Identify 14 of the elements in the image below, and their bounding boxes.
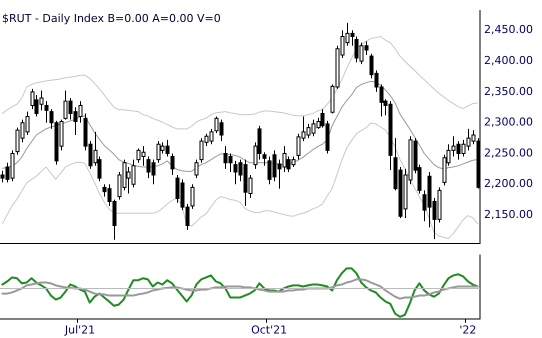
x-tick-label: Jul'21 xyxy=(64,323,96,336)
y-tick-label: 2,400.00 xyxy=(484,54,533,67)
candlestick xyxy=(170,152,174,176)
y-tick-label: 2,450.00 xyxy=(484,23,533,36)
y-tick-label: 2,150.00 xyxy=(484,208,533,221)
y-tick-label: 2,200.00 xyxy=(484,177,533,190)
x-tick-label: '22 xyxy=(459,323,476,336)
candlestick xyxy=(262,152,266,166)
candlestick xyxy=(44,100,48,124)
x-tick-label: Oct'21 xyxy=(251,323,288,336)
y-tick-label: 2,250.00 xyxy=(484,146,533,160)
chart-title: $RUT - Daily Index B=0.00 A=0.00 V=0 xyxy=(2,12,221,25)
y-tick-label: 2,350.00 xyxy=(484,84,533,98)
y-tick-label: 2,300.00 xyxy=(484,116,533,129)
